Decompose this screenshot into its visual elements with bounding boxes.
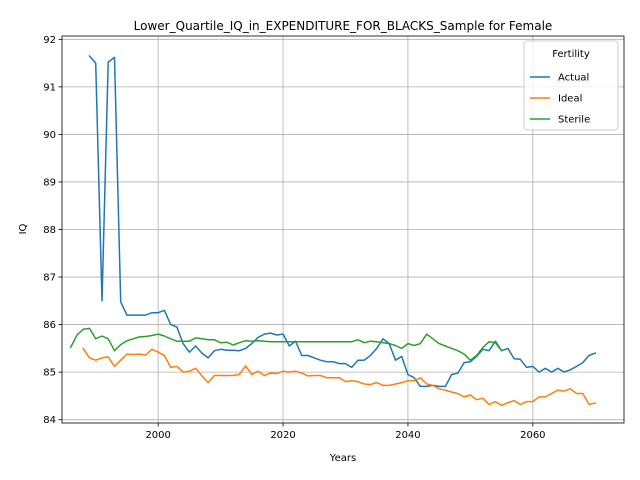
legend-box bbox=[523, 40, 619, 131]
legend-label-sterile: Sterile bbox=[558, 115, 590, 126]
legend-label-ideal: Ideal bbox=[558, 94, 582, 105]
y-tick-label: 85 bbox=[43, 368, 56, 379]
grid bbox=[62, 36, 624, 423]
axis-ticks: 2000 2020 2040 2060 84 85 86 87 88 89 90 91 92 bbox=[43, 35, 545, 441]
x-tick-label: 2040 bbox=[395, 430, 420, 441]
series-lines bbox=[69, 54, 597, 407]
y-tick-label: 89 bbox=[43, 177, 56, 188]
y-tick-label: 91 bbox=[43, 82, 56, 93]
y-axis-label: IQ bbox=[18, 223, 29, 234]
series-line-actual bbox=[88, 54, 597, 388]
y-tick-label: 86 bbox=[43, 320, 56, 331]
x-axis-label: Years bbox=[329, 453, 356, 464]
x-tick-label: 2060 bbox=[520, 430, 545, 441]
series-line-sterile bbox=[69, 327, 503, 361]
y-tick-label: 84 bbox=[43, 415, 56, 426]
chart-title: Lower_Quartile_IQ_in_EXPENDITURE_FOR_BLA… bbox=[134, 19, 553, 33]
legend-title: Fertility bbox=[552, 49, 590, 60]
y-tick-label: 87 bbox=[43, 273, 56, 284]
x-tick-label: 2020 bbox=[270, 430, 295, 441]
series-line-ideal bbox=[82, 347, 597, 407]
y-tick-label: 92 bbox=[43, 35, 56, 46]
legend-label-actual: Actual bbox=[558, 73, 589, 84]
y-tick-label: 90 bbox=[43, 130, 56, 141]
y-tick-label: 88 bbox=[43, 225, 56, 236]
x-tick-label: 2000 bbox=[145, 430, 170, 441]
legend: Fertility Actual Ideal Sterile bbox=[523, 40, 619, 131]
